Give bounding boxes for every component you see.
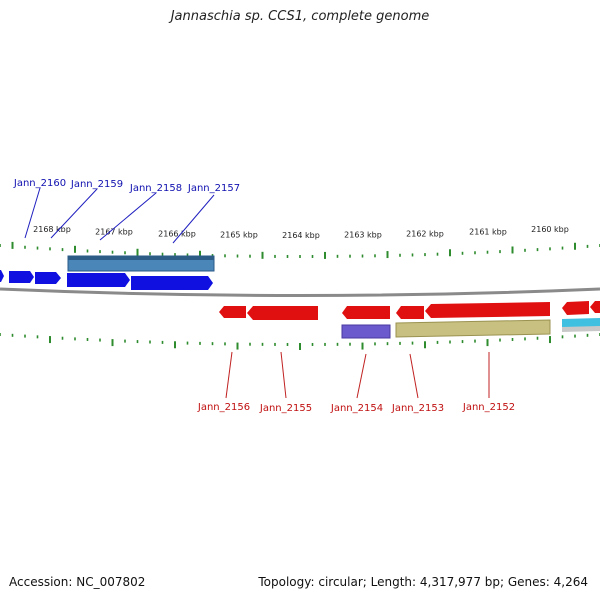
gene-label-jann-2160[interactable]: Jann_2160 bbox=[13, 178, 66, 189]
forward-cds-arrow-partial[interactable] bbox=[0, 270, 4, 282]
forward-cds-arrow-jann-2159[interactable] bbox=[35, 272, 61, 284]
gene-label-jann-2158[interactable]: Jann_2158 bbox=[129, 183, 182, 194]
reverse-feature-band-purple[interactable] bbox=[341, 324, 391, 339]
genome-stats-label: Topology: circular; Length: 4,317,977 bp… bbox=[258, 575, 588, 589]
kbp-label: 2163 kbp bbox=[344, 231, 382, 240]
forward-cds-arrow-jann-2158[interactable] bbox=[67, 273, 130, 287]
gene-label-jann-2153[interactable]: Jann_2153 bbox=[391, 403, 444, 414]
inner-scale-ticks bbox=[0, 333, 600, 350]
kbp-label: 2161 kbp bbox=[469, 227, 507, 236]
leader-line-jann-2153 bbox=[409, 353, 419, 399]
kbp-label: 2160 kbp bbox=[531, 225, 569, 234]
reverse-feature-band-cyan-shadow bbox=[562, 326, 600, 332]
reverse-cds-arrow-next[interactable] bbox=[562, 301, 589, 315]
reverse-cds-arrow-jann-2155[interactable] bbox=[247, 306, 318, 320]
kbp-label: 2167 kbp bbox=[95, 228, 133, 237]
genome-backbone bbox=[0, 287, 600, 297]
kbp-label: 2166 kbp bbox=[158, 229, 196, 238]
gene-label-jann-2157[interactable]: Jann_2157 bbox=[187, 183, 240, 194]
leader-line-jann-2159 bbox=[50, 188, 98, 239]
leader-line-jann-2156 bbox=[225, 351, 233, 399]
forward-feature-band-highlight bbox=[68, 256, 214, 260]
leader-line-jann-2157 bbox=[172, 194, 215, 244]
leader-line-jann-2158 bbox=[99, 192, 157, 241]
gene-label-jann-2154[interactable]: Jann_2154 bbox=[330, 403, 383, 414]
gene-label-jann-2155[interactable]: Jann_2155 bbox=[259, 403, 312, 414]
reverse-cds-arrow-jann-2153[interactable] bbox=[396, 306, 424, 319]
forward-cds-arrow-jann-2160[interactable] bbox=[9, 271, 34, 283]
gene-label-jann-2156[interactable]: Jann_2156 bbox=[197, 402, 250, 413]
kbp-label: 2164 kbp bbox=[282, 231, 320, 240]
genome-features bbox=[0, 255, 600, 339]
kbp-scale-labels: 2168 kbp 2167 kbp 2166 kbp 2165 kbp 2164 kbp… bbox=[33, 225, 569, 240]
leader-line-jann-2160 bbox=[24, 187, 41, 239]
leader-line-jann-2154 bbox=[356, 353, 367, 399]
kbp-label: 2165 kbp bbox=[220, 231, 258, 240]
gene-label-jann-2159[interactable]: Jann_2159 bbox=[70, 179, 123, 190]
kbp-label: 2162 kbp bbox=[406, 229, 444, 238]
reverse-feature-band-olive[interactable] bbox=[395, 319, 551, 338]
accession-label: Accession: NC_007802 bbox=[9, 575, 146, 589]
gene-labels: Jann_2160 Jann_2159 Jann_2158 Jann_2157 … bbox=[13, 178, 515, 414]
leader-line-jann-2155 bbox=[280, 351, 287, 399]
reverse-cds-arrow-jann-2156[interactable] bbox=[219, 306, 246, 318]
forward-cds-arrow-jann-2157[interactable] bbox=[131, 276, 213, 290]
kbp-label: 2168 kbp bbox=[33, 225, 71, 234]
reverse-cds-arrow-partial[interactable] bbox=[590, 301, 600, 313]
gene-label-jann-2152[interactable]: Jann_2152 bbox=[462, 402, 515, 413]
reverse-cds-arrow-jann-2154[interactable] bbox=[342, 306, 390, 319]
reverse-cds-arrow-jann-2152[interactable] bbox=[425, 302, 550, 318]
genome-title: Jannaschia sp. CCS1, complete genome bbox=[170, 9, 430, 24]
